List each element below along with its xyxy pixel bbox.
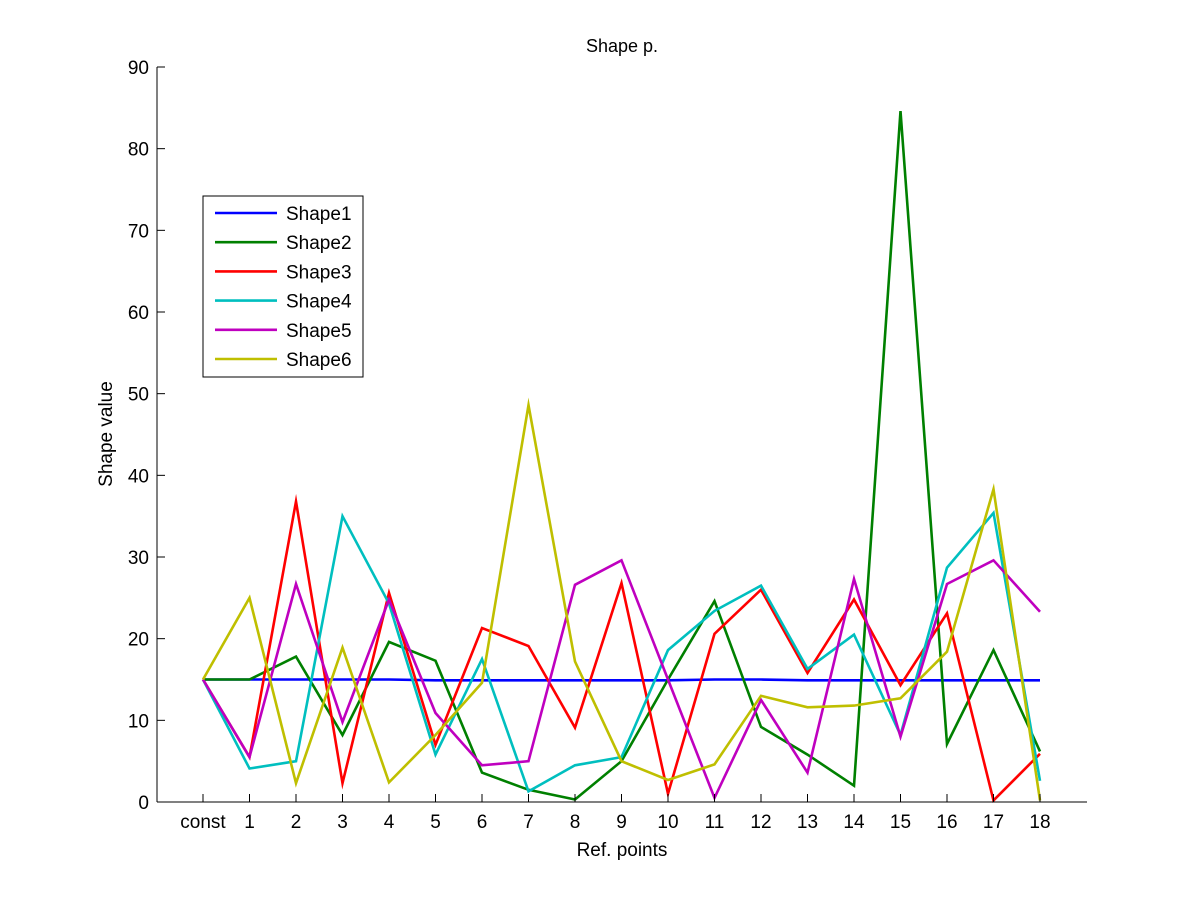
x-tick-label: const <box>180 812 226 833</box>
series-line-shape1 <box>203 678 1040 682</box>
y-tick-label: 90 <box>128 58 149 79</box>
series-line-shape6 <box>201 397 1042 801</box>
y-tick-label: 70 <box>128 221 149 242</box>
legend-box <box>202 195 364 378</box>
legend-label-shape5: Shape5 <box>286 321 352 342</box>
y-axis-label: Shape value <box>96 381 117 487</box>
x-tick-label: 3 <box>337 812 348 833</box>
x-tick-label: 18 <box>1029 812 1050 833</box>
x-tick-label: 1 <box>244 812 255 833</box>
y-ticks: 0 10 20 30 40 50 60 70 80 90 <box>128 58 165 814</box>
y-tick-label: 50 <box>128 385 149 406</box>
legend-label-shape3: Shape3 <box>286 262 352 283</box>
chart-title: Shape p. <box>586 36 658 56</box>
x-tick-label: 2 <box>291 812 302 833</box>
x-axis-label: Ref. points <box>577 840 668 861</box>
x-tick-label: 10 <box>657 812 678 833</box>
x-tick-label: 11 <box>705 812 725 833</box>
y-tick-label: 20 <box>128 630 149 651</box>
series-layer <box>201 111 1042 803</box>
y-tick-label: 0 <box>138 793 149 814</box>
x-tick-label: 15 <box>890 812 911 833</box>
y-tick-label: 80 <box>128 140 149 161</box>
series-line-shape5 <box>201 558 1041 802</box>
legend-label-shape2: Shape2 <box>286 233 352 254</box>
y-tick-label: 30 <box>128 548 149 569</box>
x-tick-label: 9 <box>616 812 627 833</box>
x-tick-label: 16 <box>936 812 957 833</box>
x-tick-label: 4 <box>384 812 395 833</box>
x-tick-label: 6 <box>477 812 488 833</box>
series-line-shape3 <box>201 493 1041 803</box>
legend-label-shape6: Shape6 <box>286 350 352 371</box>
legend: Shape1 Shape2 Shape3 Shape4 Shape5 Shape6 <box>202 195 364 378</box>
legend-label-shape1: Shape1 <box>286 204 352 225</box>
x-ticks: const 1 2 3 4 5 6 7 8 9 10 11 12 13 14 15 16 17 18 <box>180 794 1051 833</box>
x-tick-label: 8 <box>570 812 581 833</box>
x-tick-label: 14 <box>843 812 865 833</box>
y-tick-label: 10 <box>128 711 149 732</box>
x-tick-label: 7 <box>523 812 534 833</box>
x-tick-label: 5 <box>430 812 441 833</box>
y-tick-label: 60 <box>128 303 149 324</box>
y-tick-label: 40 <box>128 466 149 487</box>
x-tick-label: 12 <box>750 812 771 833</box>
x-tick-label: 17 <box>983 812 1004 833</box>
x-tick-label: 13 <box>797 812 818 833</box>
legend-label-shape4: Shape4 <box>286 292 352 313</box>
plot-area <box>157 67 1087 802</box>
